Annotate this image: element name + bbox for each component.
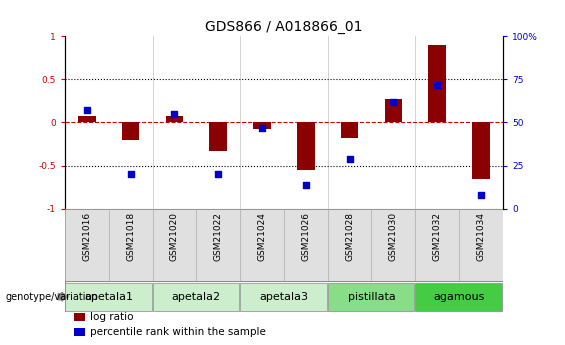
- Bar: [65, 283, 151, 310]
- Point: [301, 182, 310, 187]
- Point: [389, 99, 398, 105]
- Bar: [253, 122, 271, 128]
- Point: [258, 125, 267, 130]
- Text: GSM21030: GSM21030: [389, 212, 398, 262]
- Text: apetala3: apetala3: [259, 292, 308, 302]
- Bar: [472, 122, 490, 178]
- Bar: [297, 122, 315, 170]
- Text: GSM21018: GSM21018: [126, 212, 135, 262]
- Text: GSM21016: GSM21016: [82, 212, 92, 262]
- Bar: [341, 122, 358, 138]
- Point: [170, 111, 179, 117]
- Text: GSM21026: GSM21026: [301, 212, 310, 262]
- Point: [82, 108, 92, 113]
- Bar: [78, 116, 95, 122]
- Text: GSM21022: GSM21022: [214, 212, 223, 261]
- Text: GSM21028: GSM21028: [345, 212, 354, 262]
- Bar: [240, 283, 327, 310]
- Point: [214, 171, 223, 177]
- Bar: [210, 122, 227, 151]
- Text: agamous: agamous: [433, 292, 485, 302]
- Bar: [328, 283, 414, 310]
- Point: [476, 192, 485, 198]
- Point: [433, 82, 442, 87]
- Legend: log ratio, percentile rank within the sample: log ratio, percentile rank within the sa…: [70, 308, 270, 342]
- Bar: [385, 99, 402, 122]
- Text: GSM21020: GSM21020: [170, 212, 179, 262]
- Text: genotype/variation: genotype/variation: [6, 292, 98, 302]
- Text: GSM21034: GSM21034: [476, 212, 485, 262]
- Text: GSM21024: GSM21024: [258, 212, 267, 261]
- Bar: [415, 283, 502, 310]
- Title: GDS866 / A018866_01: GDS866 / A018866_01: [205, 20, 363, 34]
- Text: apetala2: apetala2: [172, 292, 221, 302]
- Text: GSM21032: GSM21032: [433, 212, 442, 262]
- Bar: [122, 122, 140, 140]
- Text: pistillata: pistillata: [347, 292, 396, 302]
- Bar: [153, 283, 239, 310]
- Point: [126, 171, 135, 177]
- Bar: [166, 116, 183, 122]
- Bar: [428, 45, 446, 122]
- FancyArrow shape: [58, 292, 68, 301]
- Point: [345, 156, 354, 161]
- Text: apetala1: apetala1: [84, 292, 133, 302]
